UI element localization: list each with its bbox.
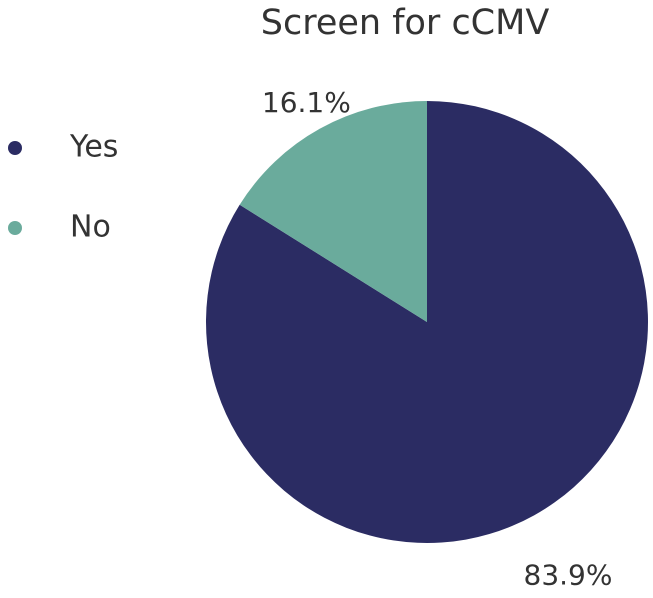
chart-title: Screen for cCMV — [261, 3, 550, 43]
legend-marker — [8, 221, 22, 235]
pie-slice — [239, 101, 427, 322]
legend-label: No — [70, 210, 111, 245]
data-label: 16.1% — [262, 86, 351, 119]
pie-slice — [206, 101, 649, 543]
legend-marker — [8, 141, 22, 155]
legend-label: Yes — [69, 130, 118, 165]
data-label: 83.9% — [524, 559, 613, 592]
